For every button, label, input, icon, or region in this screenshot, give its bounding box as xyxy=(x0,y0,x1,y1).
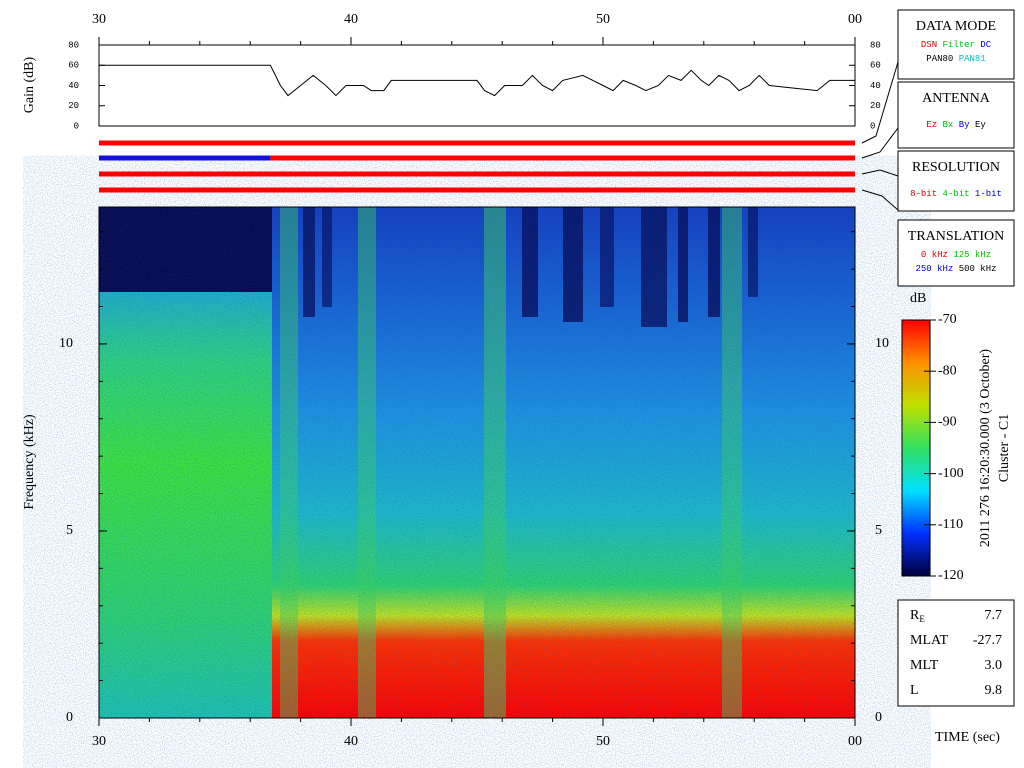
legend-item: Ey xyxy=(975,120,986,130)
y-tick-label: 40 xyxy=(870,81,881,91)
colorbar-tick-label: -100 xyxy=(938,466,964,481)
spectrogram-frame xyxy=(98,206,856,719)
y-tick-label: 0 xyxy=(875,710,882,725)
legend-row: 8-bit 4-bit 1-bit xyxy=(910,189,1002,199)
x-tick-label: 30 xyxy=(92,12,106,27)
orbit-value: 3.0 xyxy=(985,658,1003,673)
orbit-label: RE xyxy=(910,608,925,624)
legend-item: PAN81 xyxy=(959,54,986,64)
status-bar xyxy=(270,155,855,161)
orbit-label-text: MLT xyxy=(910,658,939,673)
legend-title: ANTENNA xyxy=(922,91,991,106)
legend-item: Filter xyxy=(943,40,975,50)
legend-item: 1-bit xyxy=(975,189,1002,199)
legend-title: RESOLUTION xyxy=(912,160,1000,175)
legend-item: DSN xyxy=(921,40,937,50)
orbit-value: -27.7 xyxy=(973,633,1002,648)
legend-item: 250 kHz xyxy=(916,264,954,274)
y-tick-label: 40 xyxy=(68,81,79,91)
orbit-label-text: L xyxy=(910,683,919,698)
y-tick-label: 5 xyxy=(66,523,73,538)
legend-row: DSN Filter DC xyxy=(921,40,992,50)
orbit-value: 9.8 xyxy=(985,683,1003,698)
x-tick-label: 00 xyxy=(848,12,862,27)
gain-frame xyxy=(98,44,856,127)
legend-item: 4-bit xyxy=(943,189,970,199)
orbit-label: MLAT xyxy=(910,633,949,648)
side-label: Cluster - C1 xyxy=(997,414,1012,482)
legend-item: Ez xyxy=(926,120,937,130)
orbit-value: 7.7 xyxy=(985,608,1003,623)
legend-item: DC xyxy=(980,40,991,50)
legend-row: PAN80 PAN81 xyxy=(926,54,985,64)
y-tick-label: 80 xyxy=(870,40,881,50)
orbit-label-sub: E xyxy=(919,614,925,624)
status-bar xyxy=(99,187,855,193)
side-label: 2011 276 16:20:30.000 (3 October) xyxy=(978,349,993,548)
legend-item: Bx xyxy=(943,120,954,130)
colorbar xyxy=(901,319,931,577)
legend-frames xyxy=(897,9,1015,707)
connector-lines xyxy=(861,61,899,211)
y-axis-label: Gain (dB) xyxy=(22,56,37,113)
y-tick-label: 20 xyxy=(68,101,79,111)
legend-item: 0 kHz xyxy=(921,250,948,260)
colorbar-tick-label: -80 xyxy=(938,363,957,378)
x-tick-label: 00 xyxy=(848,734,862,749)
y-tick-label: 80 xyxy=(68,40,79,50)
x-tick-label: 30 xyxy=(92,734,106,749)
y-tick-label: 20 xyxy=(870,101,881,111)
legend-item: 125 kHz xyxy=(953,250,991,260)
orbit-label-text: MLAT xyxy=(910,633,949,648)
legend-title: DATA MODE xyxy=(916,19,996,34)
x-tick-label: 50 xyxy=(596,12,610,27)
colorbar-tick-label: -120 xyxy=(938,568,964,583)
x-tick-label: 50 xyxy=(596,734,610,749)
legend-item: 500 kHz xyxy=(959,264,997,274)
y-tick-label: 60 xyxy=(68,61,79,71)
legend-item: PAN80 xyxy=(926,54,953,64)
legend-item: By xyxy=(959,120,970,130)
gain-line xyxy=(99,64,855,97)
y-tick-label: 10 xyxy=(875,336,889,351)
x-tick-label: 40 xyxy=(344,12,358,27)
spectrogram-image xyxy=(99,207,855,718)
colorbar-tick-label: -70 xyxy=(938,312,957,327)
orbit-label: L xyxy=(910,683,919,698)
orbit-label: MLT xyxy=(910,658,939,673)
colorbar-title: dB xyxy=(910,291,926,306)
status-bar xyxy=(99,155,271,161)
y-tick-label: 0 xyxy=(870,121,875,131)
legend-row: 250 kHz 500 kHz xyxy=(916,264,997,274)
legend-item: 8-bit xyxy=(910,189,937,199)
legend-title: TRANSLATION xyxy=(908,229,1004,244)
y-tick-label: 60 xyxy=(870,61,881,71)
orbit-label-text: R xyxy=(910,608,920,623)
y-tick-label: 0 xyxy=(74,121,79,131)
y-tick-label: 10 xyxy=(59,336,73,351)
status-bar xyxy=(99,171,855,177)
colorbar-tick-label: -90 xyxy=(938,415,957,430)
y-tick-label: 0 xyxy=(66,710,73,725)
status-bar xyxy=(99,140,855,146)
x-axis-label: TIME (sec) xyxy=(935,730,1000,745)
colorbar-tick-label: -110 xyxy=(938,517,963,532)
x-tick-label: 40 xyxy=(344,734,358,749)
legend-row: 0 kHz 125 kHz xyxy=(921,250,991,260)
y-tick-label: 5 xyxy=(875,523,882,538)
y-axis-label: Frequency (kHz) xyxy=(22,414,37,510)
legend-row: Ez Bx By Ey xyxy=(926,120,986,130)
